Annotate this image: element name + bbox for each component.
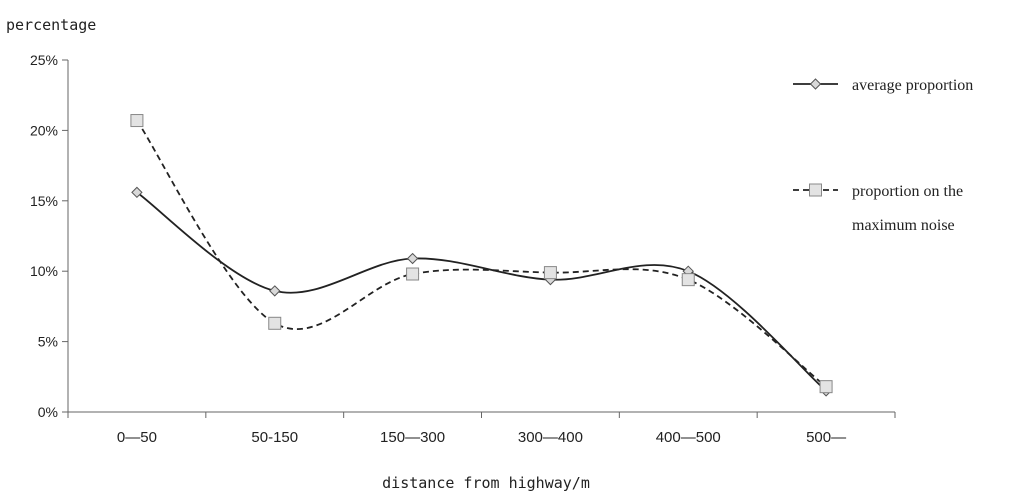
legend-item: proportion on the maximum noise	[793, 183, 963, 234]
square-marker	[406, 267, 420, 281]
x-tick-label: 0—50	[117, 429, 157, 446]
series-line	[136, 120, 827, 388]
legend: average proportion proportion on the maxim…	[793, 77, 973, 234]
series-2	[130, 114, 833, 394]
x-tick-label: 400—500	[656, 429, 721, 446]
series-line	[136, 191, 827, 392]
y-axis-label: percentage	[6, 16, 96, 34]
square-marker	[819, 380, 833, 394]
diamond-marker	[131, 186, 143, 199]
x-tick-label: 150—300	[380, 429, 445, 446]
x-tick-label: 300—400	[518, 429, 583, 446]
legend-item: average proportion	[793, 77, 973, 94]
diamond-marker	[269, 285, 281, 297]
y-tick-label: 15%	[30, 193, 58, 209]
y-tick-label: 5%	[38, 334, 58, 350]
y-tick-label: 25%	[30, 52, 58, 68]
legend-label: maximum noise	[852, 217, 955, 234]
series-layer	[130, 114, 833, 397]
square-marker	[130, 114, 144, 128]
diamond-marker	[406, 252, 419, 265]
x-tick-label: 500—	[806, 429, 846, 446]
square-marker	[681, 273, 695, 287]
series-1	[131, 186, 832, 397]
legend-diamond-marker	[809, 78, 822, 90]
y-tick-label: 10%	[30, 263, 58, 279]
x-axis-label: distance from highway/m	[382, 474, 590, 492]
x-tick-label: 50-150	[251, 429, 298, 446]
y-tick-label: 0%	[38, 404, 58, 420]
square-marker	[268, 316, 282, 330]
legend-square-marker	[809, 183, 822, 197]
axes: 0% 5% 10% 15% 20% 25% 0—50 50-150 150—300 300—400…	[30, 52, 896, 446]
legend-label: average proportion	[852, 77, 973, 94]
legend-label: proportion on the	[852, 183, 963, 200]
y-tick-label: 20%	[30, 122, 58, 138]
square-marker	[543, 266, 557, 280]
